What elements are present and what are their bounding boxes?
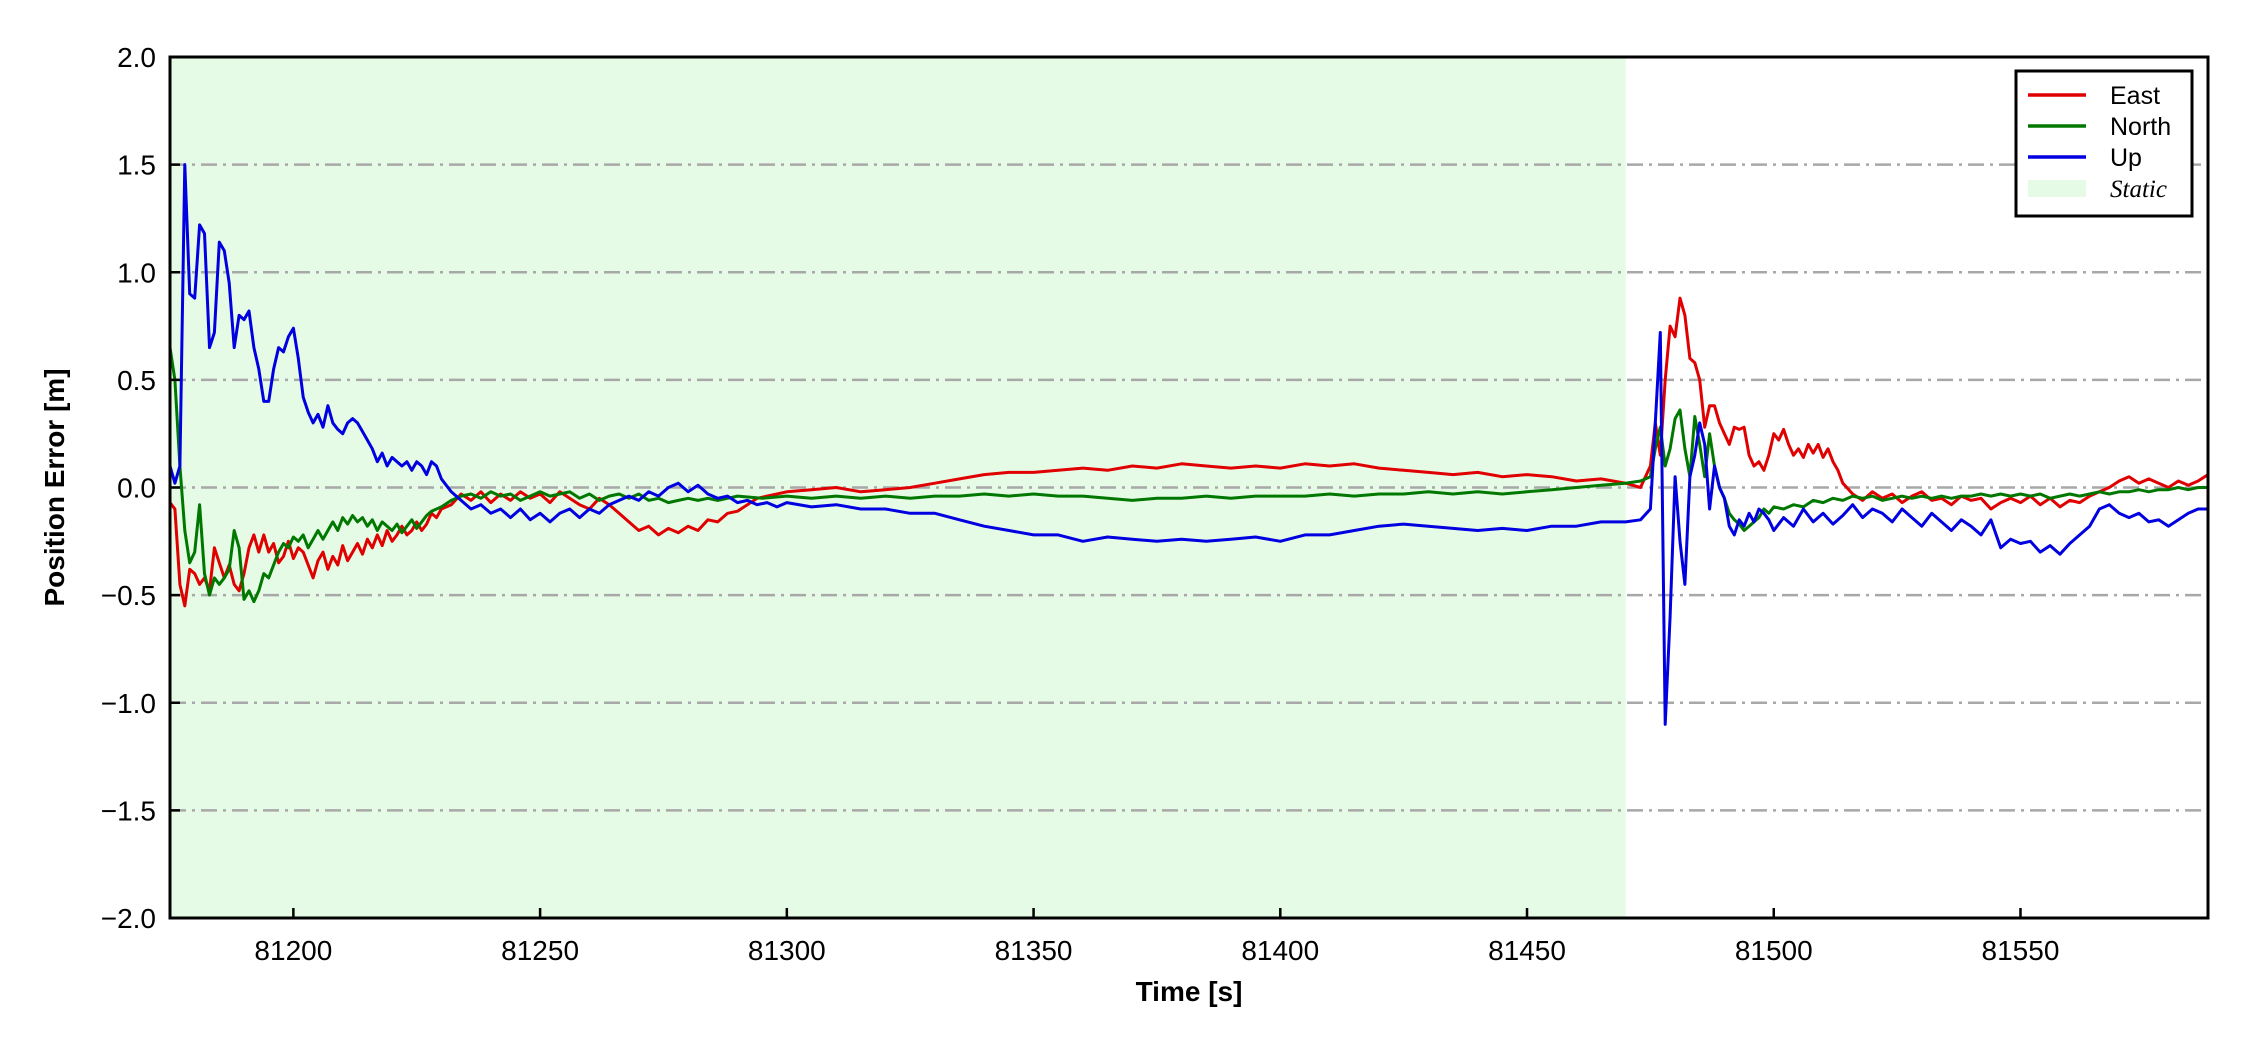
y-tick-label: −0.5 xyxy=(101,580,156,611)
y-tick-label: 1.0 xyxy=(117,257,156,288)
plot-area xyxy=(168,55,2210,920)
legend-label-static: Static xyxy=(2110,176,2167,203)
series-line-up xyxy=(168,163,2208,726)
series-line-east xyxy=(168,296,2209,608)
y-tick-label: 0.0 xyxy=(117,473,156,504)
y-gridlines xyxy=(170,163,2208,812)
legend: East North Up Static xyxy=(2014,69,2194,218)
y-tick-label: −1.0 xyxy=(101,688,156,719)
y-axis-ticks: −2.0 −1.5 −1.0 −0.5 0.0 0.5 1.0 1.5 2.0 xyxy=(101,42,180,934)
y-tick-label: −1.5 xyxy=(101,795,156,826)
legend-swatch-static xyxy=(2028,180,2086,197)
y-tick-label: 2.0 xyxy=(117,42,156,73)
x-tick-label: 81300 xyxy=(748,935,826,966)
x-tick-label: 81400 xyxy=(1241,935,1319,966)
x-tick-label: 81550 xyxy=(1982,935,2060,966)
x-axis-ticks: 81200 81250 81300 81350 81400 81450 81500 81550 xyxy=(254,908,2059,966)
y-tick-label: −2.0 xyxy=(101,903,156,934)
y-tick-label: 1.5 xyxy=(117,150,156,181)
series-lines xyxy=(168,163,2209,726)
legend-label-north: North xyxy=(2110,113,2171,141)
series-line-north xyxy=(168,347,2208,604)
x-axis-label: Time [s] xyxy=(1136,976,1243,1007)
x-tick-label: 81450 xyxy=(1488,935,1566,966)
y-tick-label: 0.5 xyxy=(117,365,156,396)
x-tick-label: 81500 xyxy=(1735,935,1813,966)
legend-label-up: Up xyxy=(2110,144,2142,172)
y-axis-label: Position Error [m] xyxy=(39,368,70,606)
x-tick-label: 81350 xyxy=(995,935,1073,966)
x-tick-label: 81200 xyxy=(254,935,332,966)
x-tick-label: 81250 xyxy=(501,935,579,966)
legend-label-east: East xyxy=(2110,82,2160,110)
